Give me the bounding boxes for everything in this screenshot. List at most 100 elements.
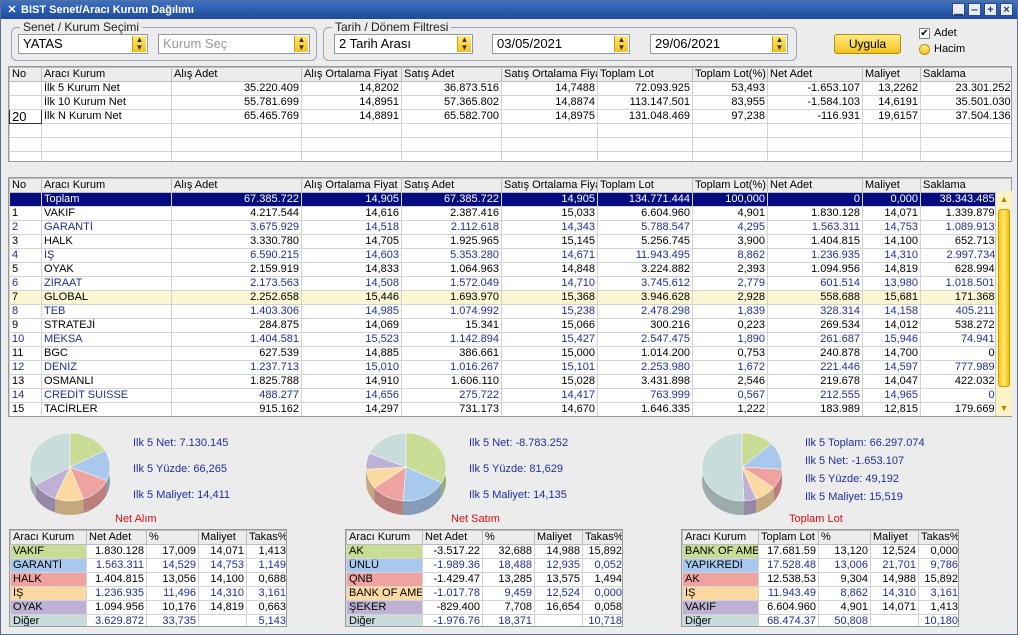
column-header[interactable]: Toplam Lot	[597, 178, 693, 193]
close-icon[interactable]: ✕	[7, 4, 17, 16]
table-row[interactable]: 5 OYAK 2.159.919 14,833 1.064.963 14,848 3.224…	[9, 262, 1011, 277]
column-header[interactable]: No	[9, 178, 42, 193]
apply-button[interactable]: Uygula	[834, 34, 901, 54]
table-row[interactable]: 13 OSMANLI 1.825.788 14,910 1.606.110 15,028 3…	[9, 374, 1011, 389]
column-header[interactable]: Satış Ortalama Fiya	[501, 178, 598, 193]
table-row[interactable]: 11 BGC 627.539 14,885 386.661 15,000 1.014.200…	[9, 346, 1011, 361]
column-header[interactable]: %	[818, 530, 871, 545]
vertical-scrollbar[interactable]: ▲ ▼	[995, 191, 1012, 416]
date-from-field[interactable]: 03/05/2021 ▲ ▼	[492, 34, 630, 54]
column-header[interactable]: Satış Ortalama Fiyat	[501, 67, 598, 82]
column-header[interactable]: %	[482, 530, 535, 545]
column-header[interactable]: Aracı Kurum	[346, 530, 423, 545]
table-row[interactable]: 12 DENİZ 1.237.713 15,010 1.016.267 15,101 2.2…	[9, 360, 1011, 375]
kurum-combo[interactable]: Kurum Seç ▲ ▼	[158, 34, 310, 54]
column-header[interactable]: Maliyet	[862, 178, 921, 193]
table-row[interactable]: 14 CREDİT SUISSE 488.277 14,656 275.722 14,41…	[9, 388, 1011, 403]
column-header[interactable]: Satış Adet	[401, 178, 502, 193]
column-header[interactable]: Toplam Lot	[758, 530, 819, 545]
column-header[interactable]: Alış Adet	[171, 178, 302, 193]
date-to-value: 29/06/2021	[655, 36, 721, 51]
table-row[interactable]: Toplam 67.385.722 14,905 67.385.722 14,905 13…	[9, 192, 1011, 207]
table-row[interactable]: Diğer 68.474.37 50,808 10,180	[682, 614, 958, 626]
column-header[interactable]: Aracı Kurum	[10, 530, 87, 545]
table-row[interactable]: ÜNLÜ -1.989.36 18,488 12,935 0,052	[346, 558, 622, 573]
column-header[interactable]: Saklama	[920, 67, 1011, 82]
restore-button[interactable]: ‒	[968, 3, 981, 16]
chevron-down-icon[interactable]: ▲ ▼	[457, 36, 471, 52]
column-header[interactable]: Takas%	[918, 530, 958, 545]
column-header[interactable]: Alış Ortalama Fiyat	[301, 178, 402, 193]
column-header[interactable]: Takas%	[246, 530, 286, 545]
cell-value: 14,753	[198, 558, 247, 573]
table-row[interactable]: HALK 1.404.815 13,056 14,100 0,688	[10, 572, 286, 587]
mode-combo[interactable]: 2 Tarih Arası ▲ ▼	[334, 34, 473, 54]
minimize-button[interactable]: ▁	[952, 3, 965, 16]
date-to-field[interactable]: 29/06/2021 ▲ ▼	[650, 34, 788, 54]
table-row[interactable]: AK -3.517.22 32,688 14,988 15,892	[346, 544, 622, 559]
table-row[interactable]: Diğer -1.976.76 18,371 10,718	[346, 614, 622, 626]
table-row[interactable]: 15 TACİRLER 915.162 14,297 731.173 14,670 1.64…	[9, 402, 1011, 416]
column-header[interactable]: Toplam Lot	[597, 67, 693, 82]
column-header[interactable]: Aracı Kurum	[682, 530, 759, 545]
scroll-down-icon[interactable]: ▼	[999, 403, 1009, 413]
table-row[interactable]: BANK OF AME 17.681.59 13,120 12,524 0,000	[682, 544, 958, 559]
column-header[interactable]: Alış Ortalama Fiyat	[301, 67, 402, 82]
column-header[interactable]: Aracı Kurum	[41, 178, 172, 193]
column-header[interactable]: Toplam Lot(%)	[692, 67, 768, 82]
table-row[interactable]: 3 HALK 3.330.780 14,705 1.925.965 15,145 5.256…	[9, 234, 1011, 249]
column-header[interactable]: Satış Adet	[401, 67, 502, 82]
table-row[interactable]: İŞ 11.943.49 8,862 14,310 3,161	[682, 586, 958, 601]
column-header[interactable]: Net Adet	[767, 67, 863, 82]
column-header[interactable]: No	[9, 67, 42, 82]
hacim-option[interactable]: Hacim	[919, 43, 965, 55]
column-header[interactable]: Maliyet	[870, 530, 919, 545]
checkbox-checked-icon[interactable]: ✔	[919, 27, 930, 39]
table-row[interactable]: ŞEKER -829.400 7,708 16,654 0,058	[346, 600, 622, 615]
column-header[interactable]: Maliyet	[534, 530, 583, 545]
scroll-up-icon[interactable]: ▲	[999, 194, 1009, 204]
table-row[interactable]: YAPIKREDİ 17.528.48 13,006 21,701 9,786	[682, 558, 958, 573]
column-header[interactable]: Maliyet	[198, 530, 247, 545]
scroll-thumb[interactable]	[998, 209, 1010, 387]
table-row[interactable]: 6 ZİRAAT 2.173.563 14,508 1.572.049 14,710 3.7…	[9, 276, 1011, 291]
table-row[interactable]: VAKIF 6.604.960 4,901 14,071 1,413	[682, 600, 958, 615]
table-row[interactable]: 7 GLOBAL 2.252.658 15,446 1.693.970 15,368 3.9…	[9, 290, 1011, 305]
table-row[interactable]: BANK OF AME -1.017.78 9,459 12,524 0,000	[346, 586, 622, 601]
adet-option[interactable]: ✔ Adet	[919, 27, 957, 39]
senet-combo[interactable]: YATAS ▲ ▼	[18, 34, 148, 54]
column-header[interactable]: Maliyet	[862, 67, 921, 82]
table-row[interactable]: VAKIF 1.830.128 17,009 14,071 1,413	[10, 544, 286, 559]
table-row[interactable]: 9 STRATEJİ 284.875 14,069 15.341 15,066 300.21…	[9, 318, 1011, 333]
close-button[interactable]: ×	[1000, 3, 1013, 16]
column-header[interactable]: Aracı Kurum	[41, 67, 172, 82]
table-row[interactable]: 8 TEB 1.403.306 14,985 1.074.992 15,238 2.478.…	[9, 304, 1011, 319]
table-row[interactable]: 1 VAKIF 4.217.544 14,616 2.387.416 15,033 6.60…	[9, 206, 1011, 221]
table-row[interactable]: 20 İlk N Kurum Net 65.465.769 14,8891 65.582…	[9, 109, 1011, 124]
table-row[interactable]: QNB -1.429.47 13,285 13,575 1,494	[346, 572, 622, 587]
column-header[interactable]: Alış Adet	[171, 67, 302, 82]
radio-icon[interactable]	[919, 43, 930, 55]
maximize-button[interactable]: +	[984, 3, 997, 16]
table-row[interactable]: 2 GARANTİ 3.675.929 14,518 2.112.618 14,343 5.…	[9, 220, 1011, 235]
header-row: No Aracı Kurum Alış Adet Alış Ortalama Fiya…	[9, 178, 1011, 193]
column-header[interactable]: Net Adet	[422, 530, 483, 545]
calendar-icon[interactable]: ▲ ▼	[772, 36, 786, 52]
table-row[interactable]: İlk 10 Kurum Net 55.781.699 14,8951 57.365.…	[9, 95, 1011, 110]
column-header[interactable]: Net Adet	[767, 178, 863, 193]
table-row[interactable]: Diğer 3.629.872 33,735 5,143	[10, 614, 286, 626]
column-header[interactable]: Toplam Lot(%)	[692, 178, 768, 193]
table-row[interactable]: İŞ 1.236.935 11,496 14,310 3,161	[10, 586, 286, 601]
table-row[interactable]: 4 İŞ 6.590.215 14,603 5.353.280 14,671 11.943.…	[9, 248, 1011, 263]
table-row[interactable]: OYAK 1.094.956 10,176 14,819 0,663	[10, 600, 286, 615]
column-header[interactable]: Net Adet	[86, 530, 147, 545]
chevron-down-icon[interactable]: ▲ ▼	[132, 36, 146, 52]
column-header[interactable]: Takas%	[582, 530, 622, 545]
column-header[interactable]: %	[146, 530, 199, 545]
calendar-icon[interactable]: ▲ ▼	[614, 36, 628, 52]
chevron-down-icon[interactable]: ▲ ▼	[294, 36, 308, 52]
table-row[interactable]: 10 MEKSA 1.404.581 15,523 1.142.894 15,427 2.5…	[9, 332, 1011, 347]
table-row[interactable]: İlk 5 Kurum Net 35.220.409 14,8202 36.873.5…	[9, 81, 1011, 96]
table-row[interactable]: GARANTİ 1.563.311 14,529 14,753 1,149	[10, 558, 286, 573]
table-row[interactable]: AK 12.538.53 9,304 14,988 15,892	[682, 572, 958, 587]
